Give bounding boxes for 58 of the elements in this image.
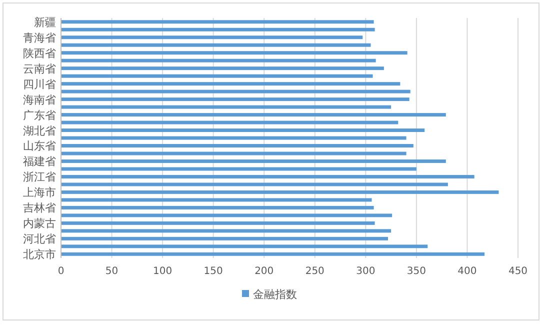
- bar: [61, 128, 425, 132]
- y-tick-label: 内蒙古: [23, 217, 56, 230]
- bar: [61, 90, 410, 94]
- bar: [61, 152, 406, 156]
- x-tick-label: 200: [254, 266, 274, 277]
- bar: [61, 36, 363, 40]
- bar: [61, 198, 372, 202]
- y-tick-label: 浙江省: [23, 170, 56, 184]
- y-tick-label: 四川省: [23, 78, 56, 91]
- bar: [61, 174, 474, 178]
- bar: [61, 190, 499, 194]
- x-tick-label: 350: [406, 266, 426, 277]
- bar: [61, 43, 371, 47]
- x-tick-label: 150: [204, 266, 223, 277]
- bar: [61, 51, 408, 55]
- bar: [61, 206, 374, 210]
- x-tick-label: 300: [356, 266, 376, 277]
- bar: [61, 20, 374, 24]
- bar: [61, 28, 375, 32]
- x-tick-label: 250: [305, 266, 324, 277]
- x-tick-label: 400: [458, 266, 477, 277]
- bar: [61, 214, 392, 218]
- bar: [61, 98, 410, 102]
- bar: [61, 82, 400, 86]
- x-tick-label: 50: [105, 266, 118, 277]
- bar: [61, 58, 376, 62]
- y-tick-label: 福建省: [23, 155, 56, 168]
- y-tick-label: 吉林省: [23, 202, 56, 215]
- bar: [61, 221, 375, 225]
- y-tick-label: 新疆: [34, 16, 56, 29]
- y-tick-label: 河北省: [23, 232, 56, 246]
- x-tick-label: 0: [58, 266, 64, 277]
- bar: [61, 159, 446, 163]
- y-tick-label: 北京市: [23, 248, 56, 262]
- y-tick-label: 海南省: [23, 93, 56, 106]
- bar: [61, 120, 398, 124]
- y-tick-label: 山东省: [23, 140, 56, 153]
- x-tick-label: 100: [153, 266, 172, 277]
- bar: [61, 113, 446, 117]
- bar: [61, 144, 414, 148]
- x-tick-label: 450: [508, 266, 528, 277]
- y-tick-label: 广东省: [23, 108, 56, 122]
- legend-label: 金融指数: [253, 288, 297, 301]
- bar: [61, 244, 428, 248]
- bar: [61, 74, 373, 78]
- bar: [61, 236, 388, 240]
- y-tick-label: 云南省: [23, 62, 56, 76]
- bar: [61, 182, 448, 186]
- bar: [61, 66, 384, 70]
- y-tick-label: 青海省: [23, 31, 56, 44]
- y-tick-label: 陕西省: [23, 46, 56, 60]
- bar: [61, 229, 392, 233]
- bar: [61, 167, 416, 171]
- bar: [61, 105, 392, 109]
- bar: [61, 252, 484, 256]
- y-tick-label: 上海市: [23, 186, 56, 200]
- y-tick-label: 湖北省: [23, 124, 56, 138]
- legend: 金融指数: [242, 288, 297, 301]
